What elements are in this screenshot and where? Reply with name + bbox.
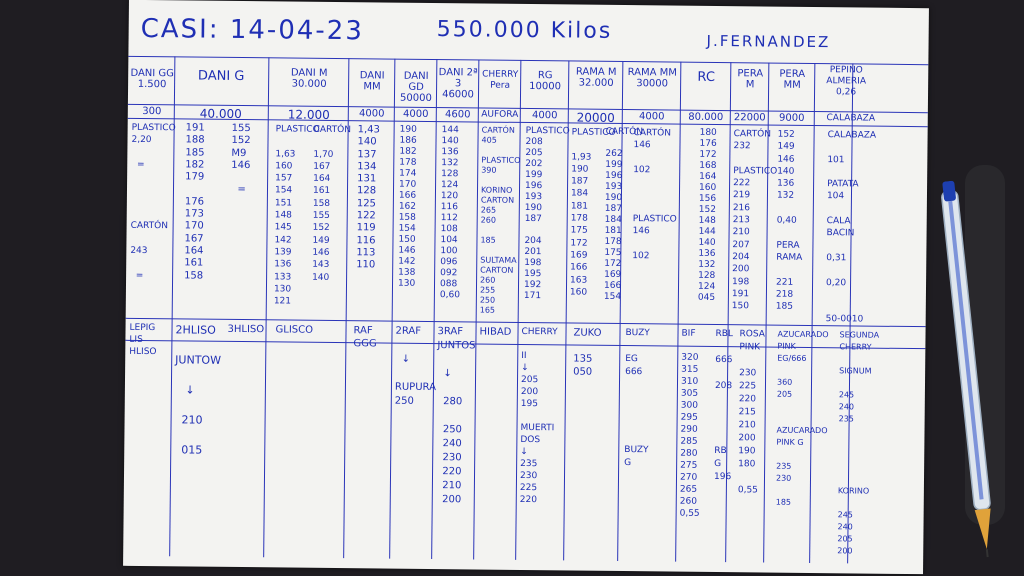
ballpoint-pen-icon	[941, 180, 991, 558]
sheet-date: CASI: 14-04-23	[140, 13, 364, 47]
qty-dani-2a: 4600	[445, 109, 471, 121]
lower-raf: RAF GGG	[353, 325, 377, 350]
qty-pera-mm: 9000	[778, 112, 805, 124]
qty-rg: 4000	[532, 110, 558, 122]
lower-azucarado: AZUCARADO PINK EG/666 360 205 AZUCARADO …	[775, 329, 829, 507]
lower-zuko: ZUKO 135 050	[573, 327, 602, 378]
header-rc: RC	[697, 69, 716, 85]
lower-rbl: RBL 666 208 RB G 196	[713, 328, 734, 483]
sheet-total: 550.000 Kilos	[436, 17, 613, 44]
col-pepino: CALABAZA 101 PATATA 104 CALA BACIN 0,31 …	[825, 130, 877, 325]
qty-dani-gd: 4000	[403, 108, 429, 120]
header-rama-m: RAMA M 32.000	[575, 66, 617, 89]
qty-dani-mm: 4000	[359, 108, 385, 120]
header-dani-g: DANI G	[197, 68, 245, 85]
col-dani-gd: 190 186 182 178 174 170 166 162 158 154 …	[397, 124, 417, 289]
qty-rama-mm: 4000	[638, 111, 665, 123]
qty-pera-m: 22000	[733, 112, 766, 124]
lower-3hliso: 3HLISO	[227, 323, 265, 336]
header-dani-2a: DANI 2ª 3 46000	[438, 67, 478, 101]
col-pera-m: CARTÓN 232 PLASTICO 222 219 216 213 210 …	[731, 129, 778, 312]
col-rama-mm: CARTÓN 146 102 PLASTICO 146 102	[632, 128, 677, 262]
header-dani-gd: DANI GD 50000	[400, 70, 432, 105]
col-rc: 180 176 172 168 164 160 156 152 148 144 …	[697, 127, 717, 303]
col-dani-gg: PLASTICO 2,20 = CARTÓN 243 =	[130, 122, 176, 281]
lower-2hliso: 2HLISO JUNTOW ↓ 210 015	[174, 323, 222, 457]
lower-lepig: LEPIG LIS HLISO	[129, 322, 157, 358]
lower-segunda-cherry: SEGUNDA CHERRY SIGNUM 245 240 235 KORINO…	[837, 330, 880, 556]
qty-rama-m: 20000	[576, 110, 615, 125]
lower-glisco: GLISCO	[275, 324, 314, 336]
col-dani-mm: 1,43 140 137 134 131 128 125 122 119 116…	[356, 124, 380, 271]
lower-rosa-pink: ROSA PINK 230 225 220 215 210 200 190 18…	[737, 329, 765, 496]
header-rg: RG 10000	[529, 70, 562, 93]
col-cherry: CARTÓN 405 PLASTICO 390 KORINO CARTON 26…	[479, 125, 521, 315]
col-rg: PLASTICO 208 205 202 199 196 193 190 187…	[523, 125, 570, 302]
lower-cherry: CHERRY II ↓ 205 200 195 MUERTI DOS ↓ 235…	[519, 326, 558, 506]
header-pepino: PEPINO ALMERIA 0,26	[826, 65, 867, 98]
lower-buzy: BUZY EG 666 BUZY G	[624, 328, 650, 469]
header-dani-gg: DANI GG 1.500	[130, 67, 175, 91]
qty-dani-m: 12.000	[287, 107, 330, 122]
header-pera-m: PERA M	[737, 68, 764, 91]
col-dani-g-a: 191 188 185 182 179 176 173 170 167 164 …	[184, 122, 205, 282]
col-dani-m-carton: CARTÓN 1,70 167 164 161 158 155 152 149 …	[312, 124, 352, 283]
header-pera-mm: PERA MM	[779, 68, 806, 91]
header-dani-mm: DANI MM	[359, 70, 385, 93]
handwritten-sheet: CASI: 14-04-23 550.000 Kilos J.FERNANDEZ…	[123, 0, 929, 575]
qty-dani-g: 40.000	[199, 106, 242, 122]
col-dani-2a: 144 140 136 132 128 124 120 116 112 108 …	[439, 125, 461, 301]
sheet-author: J.FERNANDEZ	[706, 31, 831, 52]
lower-2raf: 2RAF ↓ RUPURA 250	[394, 325, 437, 407]
lower-3raf: 3RAF JUNTOS ↓ 280 250 240 230 220 210 20…	[435, 326, 476, 506]
qty-dani-gg: 300	[142, 105, 162, 118]
qty-cherry: AUFORA	[481, 109, 519, 120]
lower-bif: BIF 320 315 310 305 300 295 290 285 280 …	[679, 328, 700, 519]
qty-rc: 80.000	[688, 111, 724, 124]
header-rama-mm: RAMA MM 30000	[627, 67, 677, 90]
header-cherry-pera: CHERRY Pera	[482, 69, 519, 91]
lower-hibad: HIBAD	[479, 326, 512, 338]
col-pera-mm: 152 149 146 140 136 132 0,40 PERA RAMA 2…	[775, 129, 803, 312]
qty-calabaza: CALABAZA	[826, 113, 876, 124]
col-dani-g-b: 155 152 M9 146 =	[230, 122, 251, 196]
header-dani-m: DANI M 30.000	[290, 67, 328, 90]
